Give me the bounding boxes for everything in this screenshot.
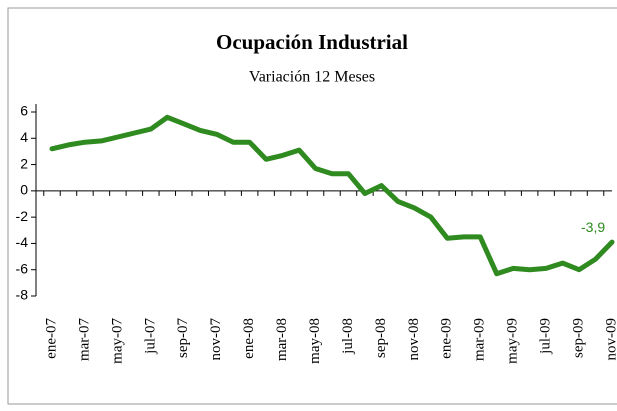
x-tick-label: may-08 bbox=[307, 318, 323, 364]
x-tick-label: ene-09 bbox=[439, 318, 455, 359]
chart-title: Ocupación Industrial bbox=[216, 30, 408, 54]
x-tick-label: may-07 bbox=[109, 318, 125, 364]
x-tick-label: ene-07 bbox=[43, 318, 59, 359]
y-tick-label: -6 bbox=[16, 260, 29, 276]
x-tick-label: jul-09 bbox=[538, 318, 554, 355]
x-tick-label: sep-07 bbox=[175, 318, 191, 358]
x-tick-label: mar-07 bbox=[76, 318, 92, 362]
x-tick-label: mar-08 bbox=[274, 318, 290, 361]
y-tick-label: 4 bbox=[20, 129, 28, 145]
series-line bbox=[49, 114, 615, 277]
x-tick-label: mar-09 bbox=[472, 318, 488, 361]
x-tick-label: nov-07 bbox=[208, 318, 224, 361]
chart-subtitle: Variación 12 Meses bbox=[249, 69, 375, 86]
y-tick-label: 6 bbox=[20, 103, 28, 119]
x-tick-label: nov-09 bbox=[603, 318, 617, 361]
y-tick-label: 0 bbox=[20, 182, 28, 198]
y-tick-label: -8 bbox=[16, 287, 29, 303]
chart-frame bbox=[7, 7, 617, 405]
x-tick-label: nov-08 bbox=[406, 318, 422, 361]
y-tick-label: -2 bbox=[16, 208, 29, 224]
y-tick-label: -4 bbox=[16, 234, 29, 250]
x-tick-label: jul-07 bbox=[142, 318, 158, 355]
x-tick-label: sep-09 bbox=[570, 318, 586, 358]
x-tick-label: may-09 bbox=[505, 318, 521, 364]
data-label: -3,9 bbox=[581, 219, 605, 235]
x-tick-label: ene-08 bbox=[241, 318, 257, 359]
x-tick-label: sep-08 bbox=[373, 318, 389, 358]
y-tick-label: 2 bbox=[20, 155, 28, 171]
x-tick-label: jul-08 bbox=[340, 318, 356, 355]
